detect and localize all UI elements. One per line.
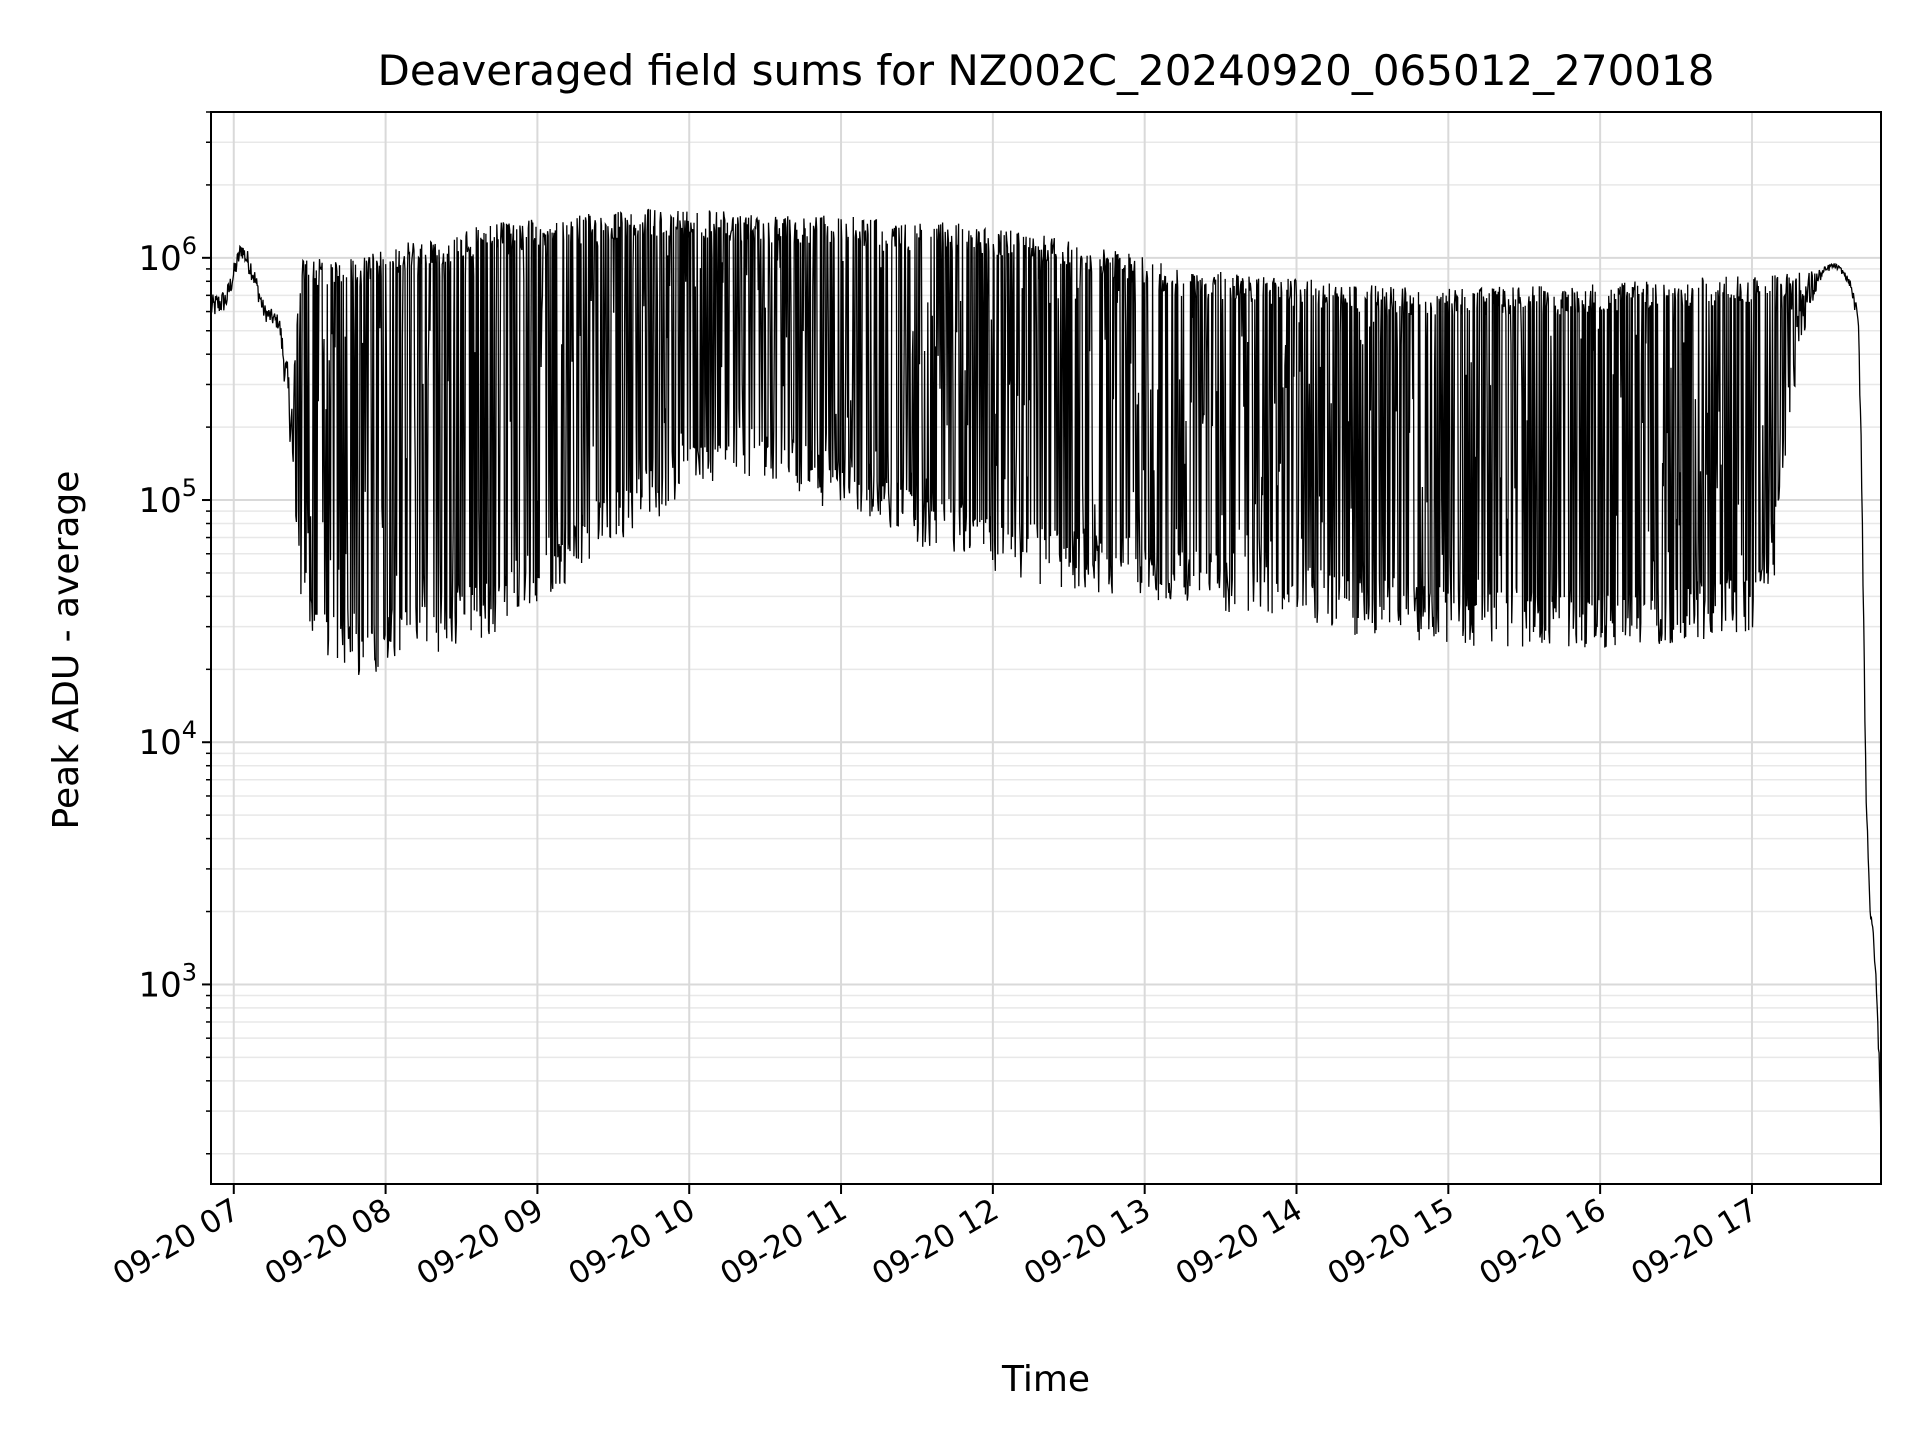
ticks [202, 111, 1753, 1194]
x-tick-label: 09-20 13 [1018, 1192, 1157, 1293]
y-tick-label: 106 [138, 232, 197, 279]
x-tick-label: 09-20 15 [1322, 1192, 1461, 1293]
series-layer [210, 208, 1882, 1154]
chart-title: Deaveraged field sums for NZ002C_2024092… [378, 46, 1715, 95]
y-tick-label: 104 [138, 716, 197, 763]
series-line [210, 208, 1882, 1154]
x-tick-label: 09-20 11 [714, 1192, 853, 1293]
x-tick-label: 09-20 10 [563, 1192, 702, 1293]
y-tick-label: 103 [138, 958, 197, 1005]
x-tick-label: 09-20 09 [411, 1192, 550, 1293]
x-axis-label: Time [1001, 1359, 1090, 1400]
x-tick-label: 09-20 08 [259, 1192, 398, 1293]
plot-frame [210, 111, 1882, 1185]
x-tick-label: 09-20 14 [1170, 1192, 1309, 1293]
y-tick-label: 105 [138, 474, 197, 521]
x-tick-label: 09-20 12 [866, 1192, 1005, 1293]
x-tick-label: 09-20 16 [1473, 1192, 1612, 1293]
x-tick-label: 09-20 17 [1625, 1192, 1764, 1293]
x-tick-label: 09-20 07 [107, 1192, 246, 1293]
y-axis-label: Peak ADU - average [46, 471, 87, 830]
